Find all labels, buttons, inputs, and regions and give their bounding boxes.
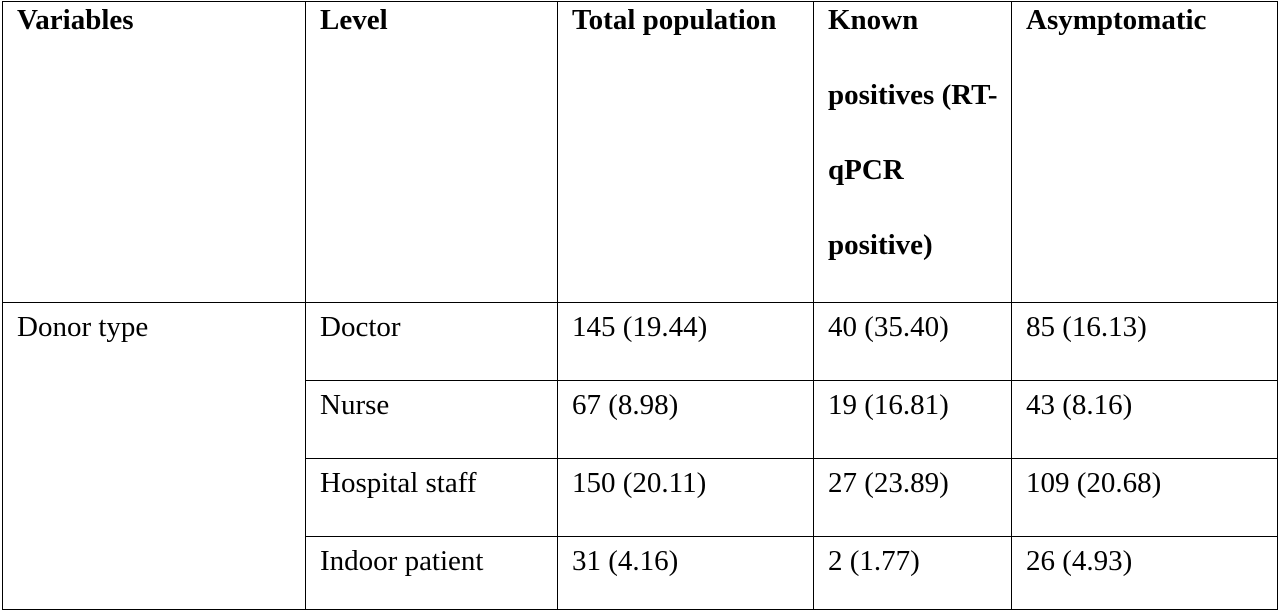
header-total-population: Total population	[557, 1, 814, 303]
header-variables: Variables	[2, 1, 306, 303]
cell-known: 40 (35.40)	[813, 302, 1012, 381]
cell-level: Doctor	[305, 302, 558, 381]
cell-known: 27 (23.89)	[813, 458, 1012, 537]
header-row: Variables Level Total population Known p…	[2, 1, 1278, 303]
cell-level: Hospital staff	[305, 458, 558, 537]
cell-known: 2 (1.77)	[813, 536, 1012, 610]
table-row: Indoor patient 31 (4.16) 2 (1.77) 26 (4.…	[3, 536, 1278, 610]
cell-total: 145 (19.44)	[557, 302, 814, 381]
cell-asymptomatic: 85 (16.13)	[1011, 302, 1278, 381]
group-label-donor-type: Donor type	[2, 302, 306, 610]
header-known-positives: Known positives (RT-qPCR positive)	[813, 1, 1012, 303]
cell-total: 31 (4.16)	[557, 536, 814, 610]
header-asymptomatic: Asymptomatic	[1011, 1, 1278, 303]
cell-total: 150 (20.11)	[557, 458, 814, 537]
cell-known: 19 (16.81)	[813, 380, 1012, 459]
cell-total: 67 (8.98)	[557, 380, 814, 459]
cell-asymptomatic: 109 (20.68)	[1011, 458, 1278, 537]
cell-asymptomatic: 43 (8.16)	[1011, 380, 1278, 459]
cell-level: Indoor patient	[305, 536, 558, 610]
table-row: Donor type Doctor 145 (19.44) 40 (35.40)…	[2, 302, 1278, 610]
header-level: Level	[305, 1, 558, 303]
cell-level: Nurse	[305, 380, 558, 459]
table-row: Hospital staff 150 (20.11) 27 (23.89) 10…	[3, 458, 1278, 537]
cell-asymptomatic: 26 (4.93)	[1011, 536, 1278, 610]
